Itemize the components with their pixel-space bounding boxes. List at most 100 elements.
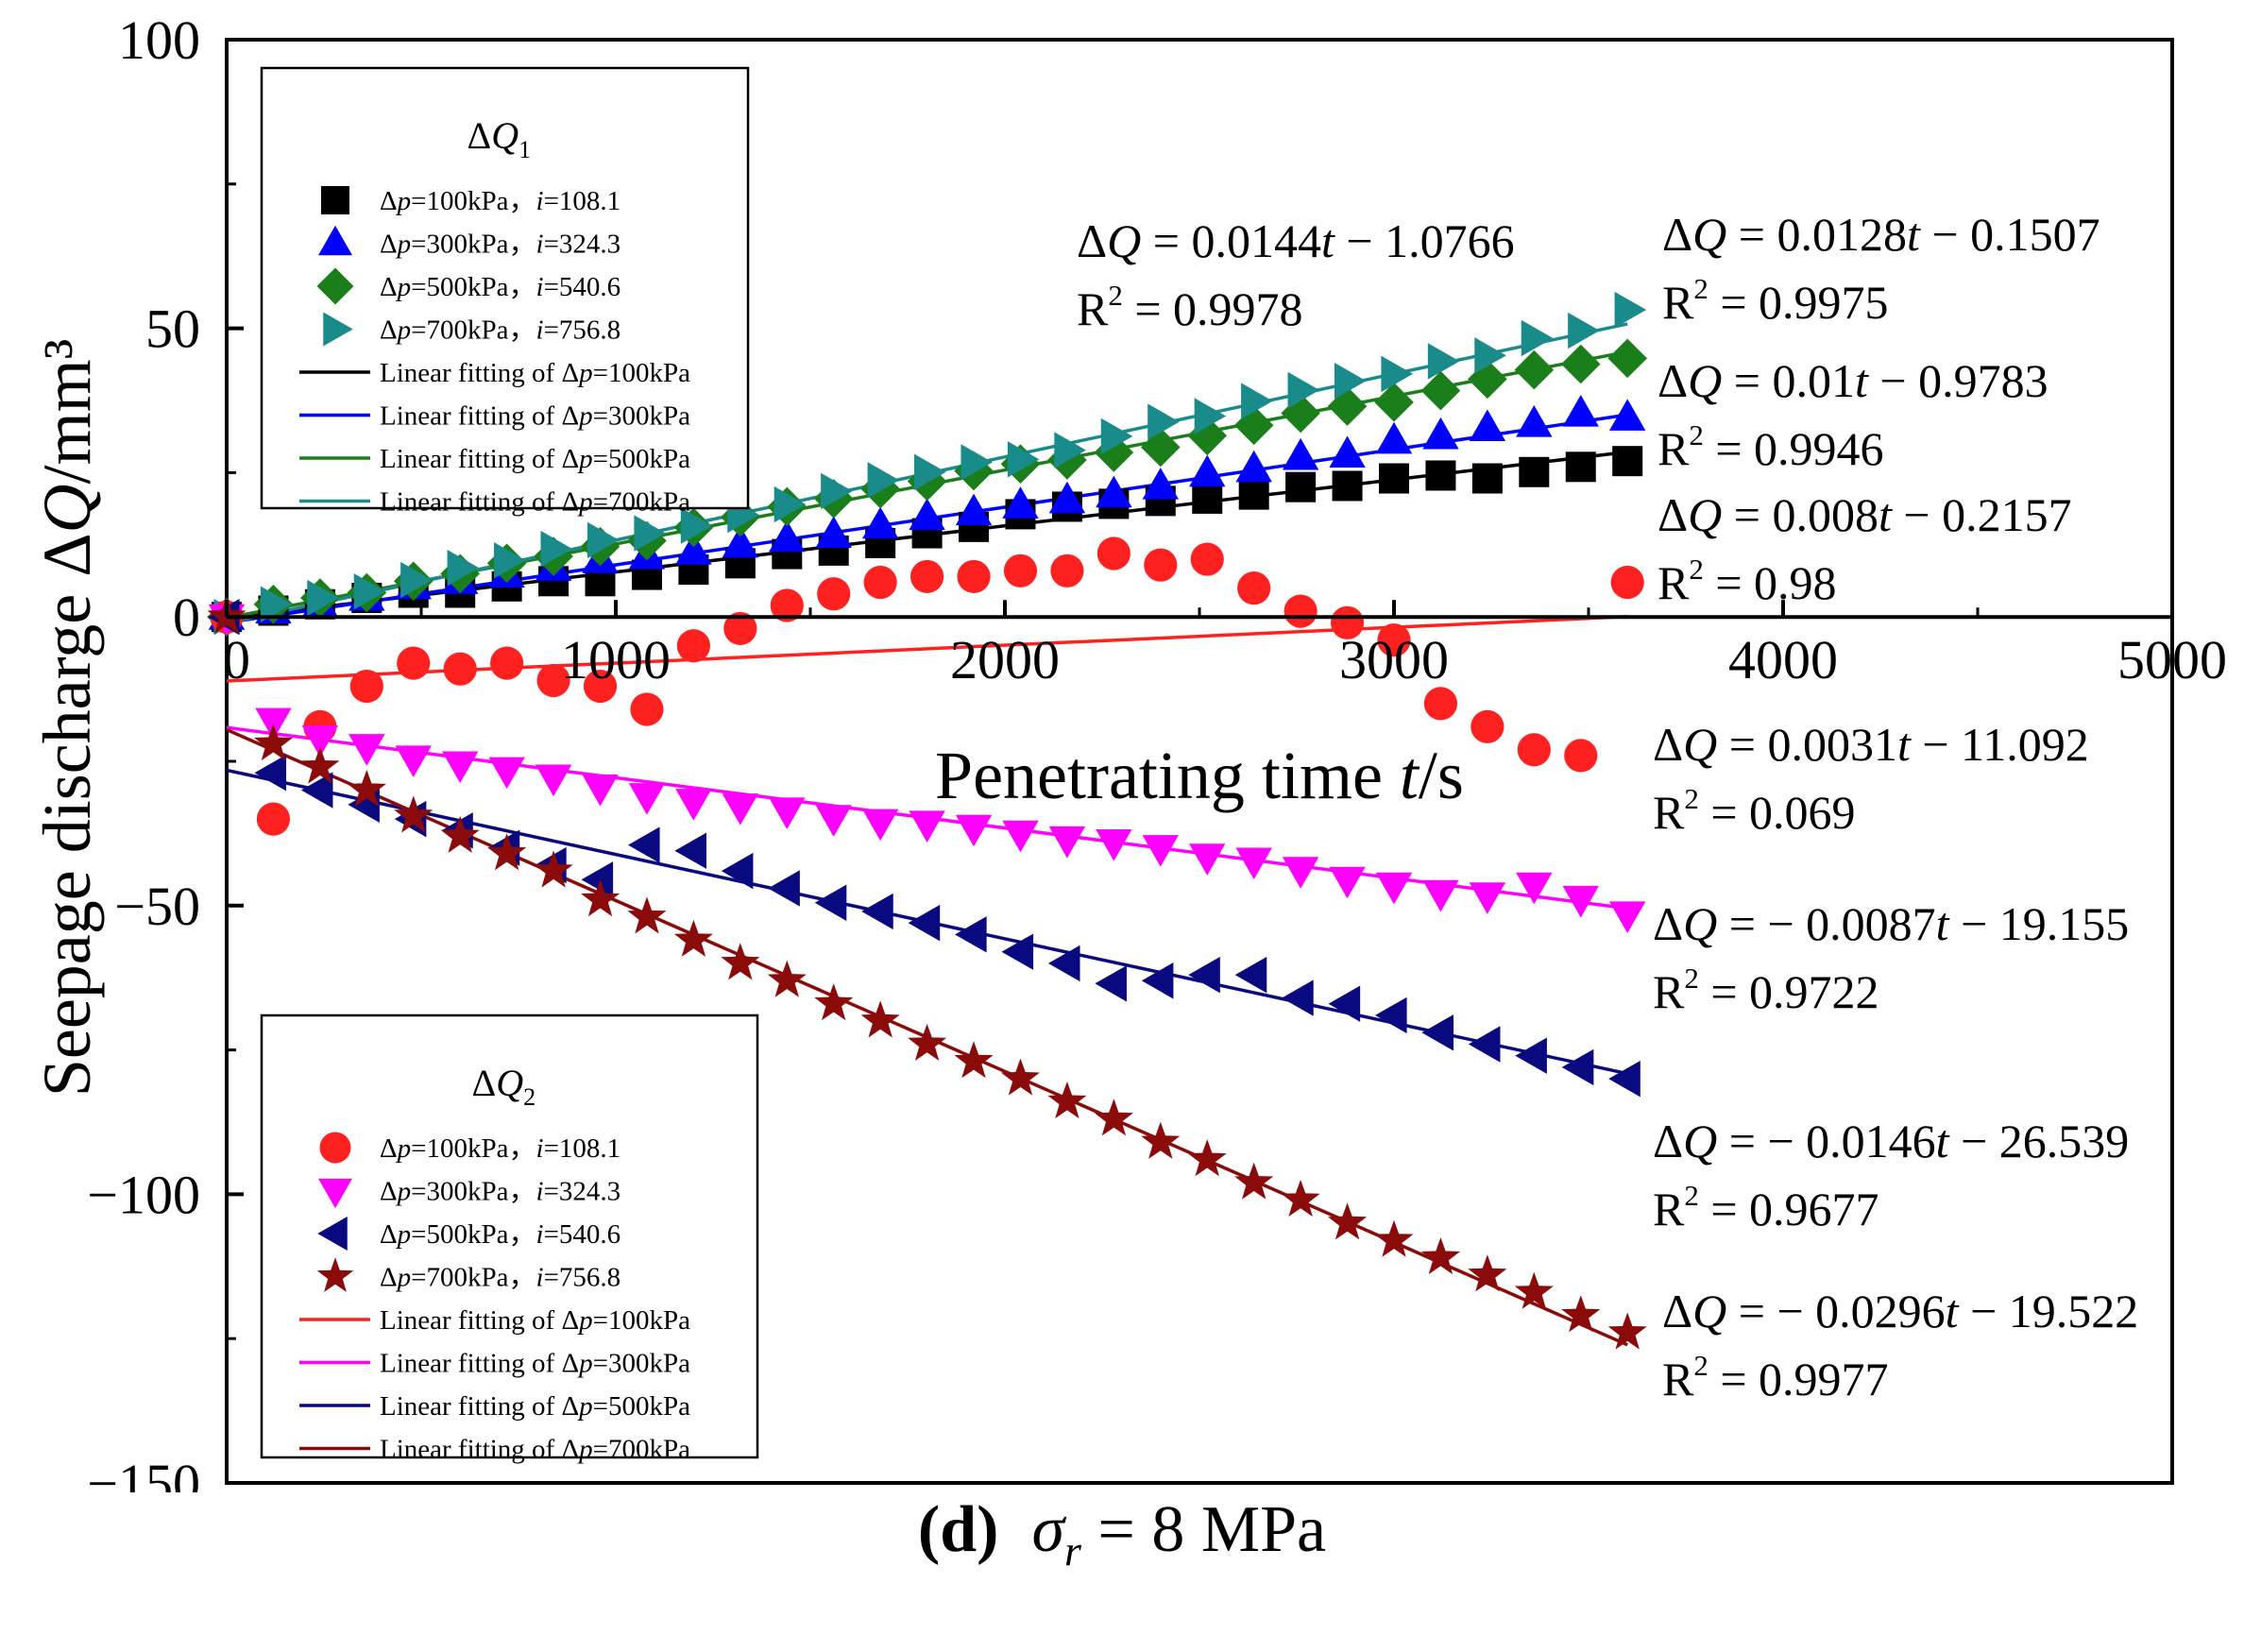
point-s5-11 xyxy=(722,793,759,826)
point-s5-15 xyxy=(909,810,945,843)
point-s7-6 xyxy=(487,833,527,871)
point-s3-17 xyxy=(1007,441,1040,478)
point-s2-28 xyxy=(1514,349,1555,390)
point-s4-17 xyxy=(1003,554,1038,588)
point-s1-10 xyxy=(675,533,712,565)
point-s6-16 xyxy=(955,916,987,953)
point-s0-29 xyxy=(1565,451,1596,483)
point-s1-15 xyxy=(909,498,945,531)
point-s3-30 xyxy=(1614,291,1647,329)
fit-equation-3: ΔQ = 0.0144t − 1.0766 xyxy=(1077,214,1515,267)
point-s6-1 xyxy=(254,755,287,792)
point-s0-23 xyxy=(1285,471,1317,502)
point-s4-21 xyxy=(1190,542,1224,576)
legend-label-7: Linear fitting of Δp=700kPa xyxy=(380,487,690,518)
point-s5-4 xyxy=(395,745,432,777)
point-s7-21 xyxy=(1187,1139,1227,1177)
point-s1-21 xyxy=(1189,454,1226,487)
figure-caption: (d) σr = 8 MPa xyxy=(0,1492,2244,1575)
point-s7-7 xyxy=(534,850,573,888)
legend-delta-q1: ΔQ1 Δp=100kPa，i=108.1 Δp=300kPa，i=324.3 Δp=… xyxy=(260,66,750,518)
legend-label-6: Linear fitting of Δp=500kPa xyxy=(380,1391,690,1422)
point-s4-16 xyxy=(957,559,991,594)
point-s4-4 xyxy=(397,646,431,680)
point-s4-29 xyxy=(1564,739,1598,773)
point-s3-8 xyxy=(586,521,620,559)
point-s6-23 xyxy=(1282,979,1314,1016)
point-s0-21 xyxy=(1192,483,1223,514)
legend-label-1: Δp=300kPa，i=324.3 xyxy=(380,1177,620,1207)
legend-title: ΔQ2 xyxy=(472,1062,536,1111)
point-s7-1 xyxy=(253,724,293,761)
legend-marker-0 xyxy=(319,1132,351,1164)
y-tick-label: 100 xyxy=(118,9,200,71)
point-s3-13 xyxy=(821,472,853,510)
legend-label-0: Δp=100kPa，i=108.1 xyxy=(380,1133,620,1164)
point-s5-25 xyxy=(1375,872,1413,905)
point-s4-19 xyxy=(1096,536,1130,571)
point-s4-30 xyxy=(1610,565,1644,600)
legend-label-4: Linear fitting of Δp=100kPa xyxy=(380,358,690,388)
point-s2-21 xyxy=(1187,416,1228,456)
fit-equation-6: ΔQ = − 0.0146t − 26.539 xyxy=(1653,1115,2129,1167)
point-s5-28 xyxy=(1516,872,1553,905)
point-s2-24 xyxy=(1327,386,1368,426)
point-s6-27 xyxy=(1468,1026,1501,1063)
point-s5-20 xyxy=(1142,835,1179,867)
point-s4-3 xyxy=(349,669,383,704)
point-s1-25 xyxy=(1375,421,1413,454)
caption-subscript: r xyxy=(1063,1526,1081,1575)
point-s3-16 xyxy=(960,444,994,481)
point-s7-18 xyxy=(1047,1081,1087,1119)
point-s1-29 xyxy=(1562,395,1599,427)
point-s3-18 xyxy=(1054,432,1086,468)
point-s2-26 xyxy=(1420,370,1461,411)
point-s1-19 xyxy=(1096,475,1132,508)
point-s3-20 xyxy=(1148,403,1180,440)
point-s5-21 xyxy=(1189,843,1226,876)
point-s7-12 xyxy=(767,960,807,997)
y-tick-label: −50 xyxy=(114,876,200,937)
point-s7-15 xyxy=(908,1023,947,1061)
point-s0-24 xyxy=(1332,470,1363,502)
caption-symbol: σ xyxy=(1031,1493,1064,1566)
point-s7-19 xyxy=(1094,1098,1133,1136)
legend-label-3: Δp=700kPa，i=756.8 xyxy=(380,315,620,346)
y-axis-title: Seepage discharge ΔQ/mm³ xyxy=(29,339,105,1097)
point-s5-22 xyxy=(1235,847,1272,880)
point-s6-10 xyxy=(674,832,706,869)
point-s6-11 xyxy=(721,852,754,890)
x-tick-label: 0 xyxy=(223,629,250,690)
point-s4-14 xyxy=(863,565,897,600)
fit-equation-4: ΔQ = 0.0031t − 11.092 xyxy=(1653,718,2089,771)
point-s6-12 xyxy=(768,870,800,907)
point-s5-17 xyxy=(1002,820,1039,853)
point-s7-29 xyxy=(1561,1295,1601,1333)
point-s3-26 xyxy=(1427,343,1460,380)
legend-label-2: Δp=500kPa，i=540.6 xyxy=(380,1219,620,1250)
point-s3-10 xyxy=(680,507,713,544)
point-s6-18 xyxy=(1047,945,1080,982)
point-s3-25 xyxy=(1381,355,1413,393)
legend-marker-1 xyxy=(318,225,352,256)
point-s6-30 xyxy=(1608,1060,1640,1098)
point-s4-15 xyxy=(910,559,944,594)
point-s5-9 xyxy=(628,783,666,815)
point-s5-13 xyxy=(815,805,852,837)
point-s4-18 xyxy=(1050,554,1084,588)
legend-title: ΔQ1 xyxy=(468,114,532,163)
point-s5-26 xyxy=(1422,879,1459,912)
point-s2-25 xyxy=(1374,383,1414,422)
point-s5-29 xyxy=(1562,885,1599,918)
point-s1-11 xyxy=(722,525,759,558)
point-s3-3 xyxy=(353,573,386,610)
x-tick-label: 3000 xyxy=(1339,629,1449,690)
point-s2-20 xyxy=(1141,427,1181,468)
point-s7-30 xyxy=(1607,1312,1647,1350)
legend-marker-0 xyxy=(321,186,349,214)
point-s6-20 xyxy=(1141,962,1174,999)
point-s3-15 xyxy=(914,453,946,490)
fit-r2-4: R2 = 0.069 xyxy=(1653,782,1856,839)
x-tick-label: 1000 xyxy=(561,629,671,690)
point-s4-26 xyxy=(1423,687,1458,721)
